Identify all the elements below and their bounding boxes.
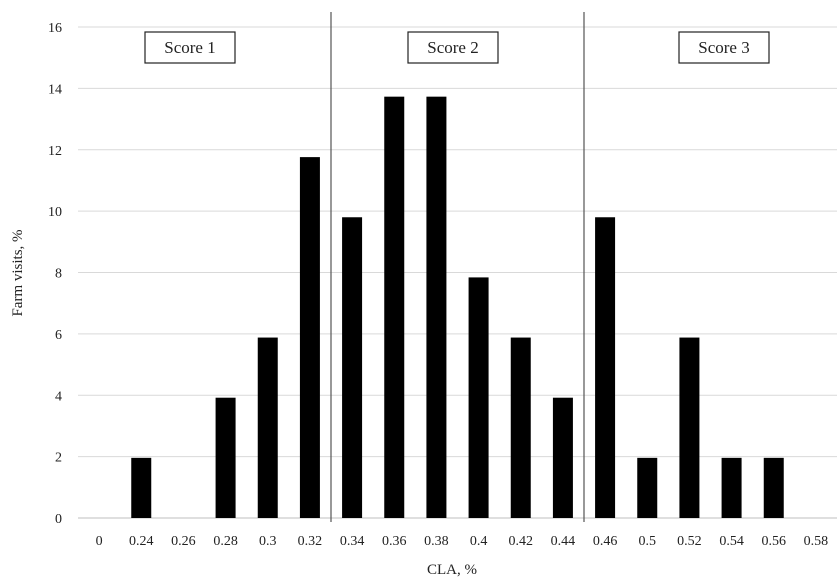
x-tick-label: 0.3	[259, 534, 277, 549]
y-tick-label: 10	[48, 205, 62, 220]
x-tick-label: 0.56	[762, 534, 787, 549]
gridlines	[78, 26, 837, 519]
score-label: Score 3	[698, 38, 749, 57]
y-tick-label: 12	[48, 144, 62, 159]
tick-labels: 0 2 4 6 8 10 12 14 16 0 0.24 0.26 0.28 0.3 0.32 0.34 0.3…	[48, 21, 828, 549]
x-tick-label: 0.54	[719, 534, 744, 549]
bar	[257, 337, 278, 518]
bar	[342, 217, 363, 518]
x-tick-label: 0.28	[213, 534, 238, 549]
y-axis-title: Farm visits, %	[10, 229, 26, 316]
x-tick-label: 0.44	[551, 534, 576, 549]
x-tick-label: 0	[96, 534, 103, 549]
x-tick-label: 0.52	[677, 534, 702, 549]
x-tick-label: 0.38	[424, 534, 449, 549]
x-tick-label: 0.46	[593, 534, 618, 549]
y-tick-label: 6	[55, 328, 62, 343]
x-tick-label: 0.36	[382, 534, 407, 549]
score-annotations: Score 1 Score 2 Score 3	[144, 31, 770, 64]
x-tick-label: 0.32	[298, 534, 323, 549]
y-tick-label: 16	[48, 21, 62, 36]
bar	[299, 157, 320, 519]
bar	[552, 397, 573, 518]
y-tick-label: 4	[55, 389, 62, 404]
score-label: Score 1	[164, 38, 215, 57]
score-box-border	[144, 31, 236, 64]
x-tick-label: 0.5	[639, 534, 657, 549]
x-tick-label: 0.34	[340, 534, 365, 549]
y-tick-label: 0	[55, 512, 62, 527]
y-tick-label: 2	[55, 451, 62, 466]
score-dividers	[330, 12, 585, 522]
bar	[131, 457, 152, 518]
x-axis-title: CLA, %	[427, 562, 477, 578]
x-tick-label: 0.24	[129, 534, 154, 549]
bars	[131, 96, 784, 519]
score-box-border	[678, 31, 770, 64]
bar	[426, 96, 447, 519]
x-tick-label: 0.26	[171, 534, 196, 549]
bar	[215, 397, 236, 518]
bar	[384, 96, 405, 519]
score-box-border	[407, 31, 499, 64]
bar	[637, 457, 658, 518]
bar	[595, 217, 616, 518]
score-label: Score 2	[427, 38, 478, 57]
score-box: Score 3	[678, 31, 770, 64]
bar	[679, 337, 700, 518]
y-tick-label: 8	[55, 267, 62, 282]
x-tick-label: 0.42	[509, 534, 534, 549]
score-box: Score 1	[144, 31, 236, 64]
bar	[468, 277, 489, 518]
bar	[510, 337, 531, 518]
x-tick-label: 0.58	[804, 534, 829, 549]
y-tick-label: 14	[48, 82, 62, 97]
bar	[763, 457, 784, 518]
bar	[721, 457, 742, 518]
score-box: Score 2	[407, 31, 499, 64]
x-tick-label: 0.4	[470, 534, 488, 549]
